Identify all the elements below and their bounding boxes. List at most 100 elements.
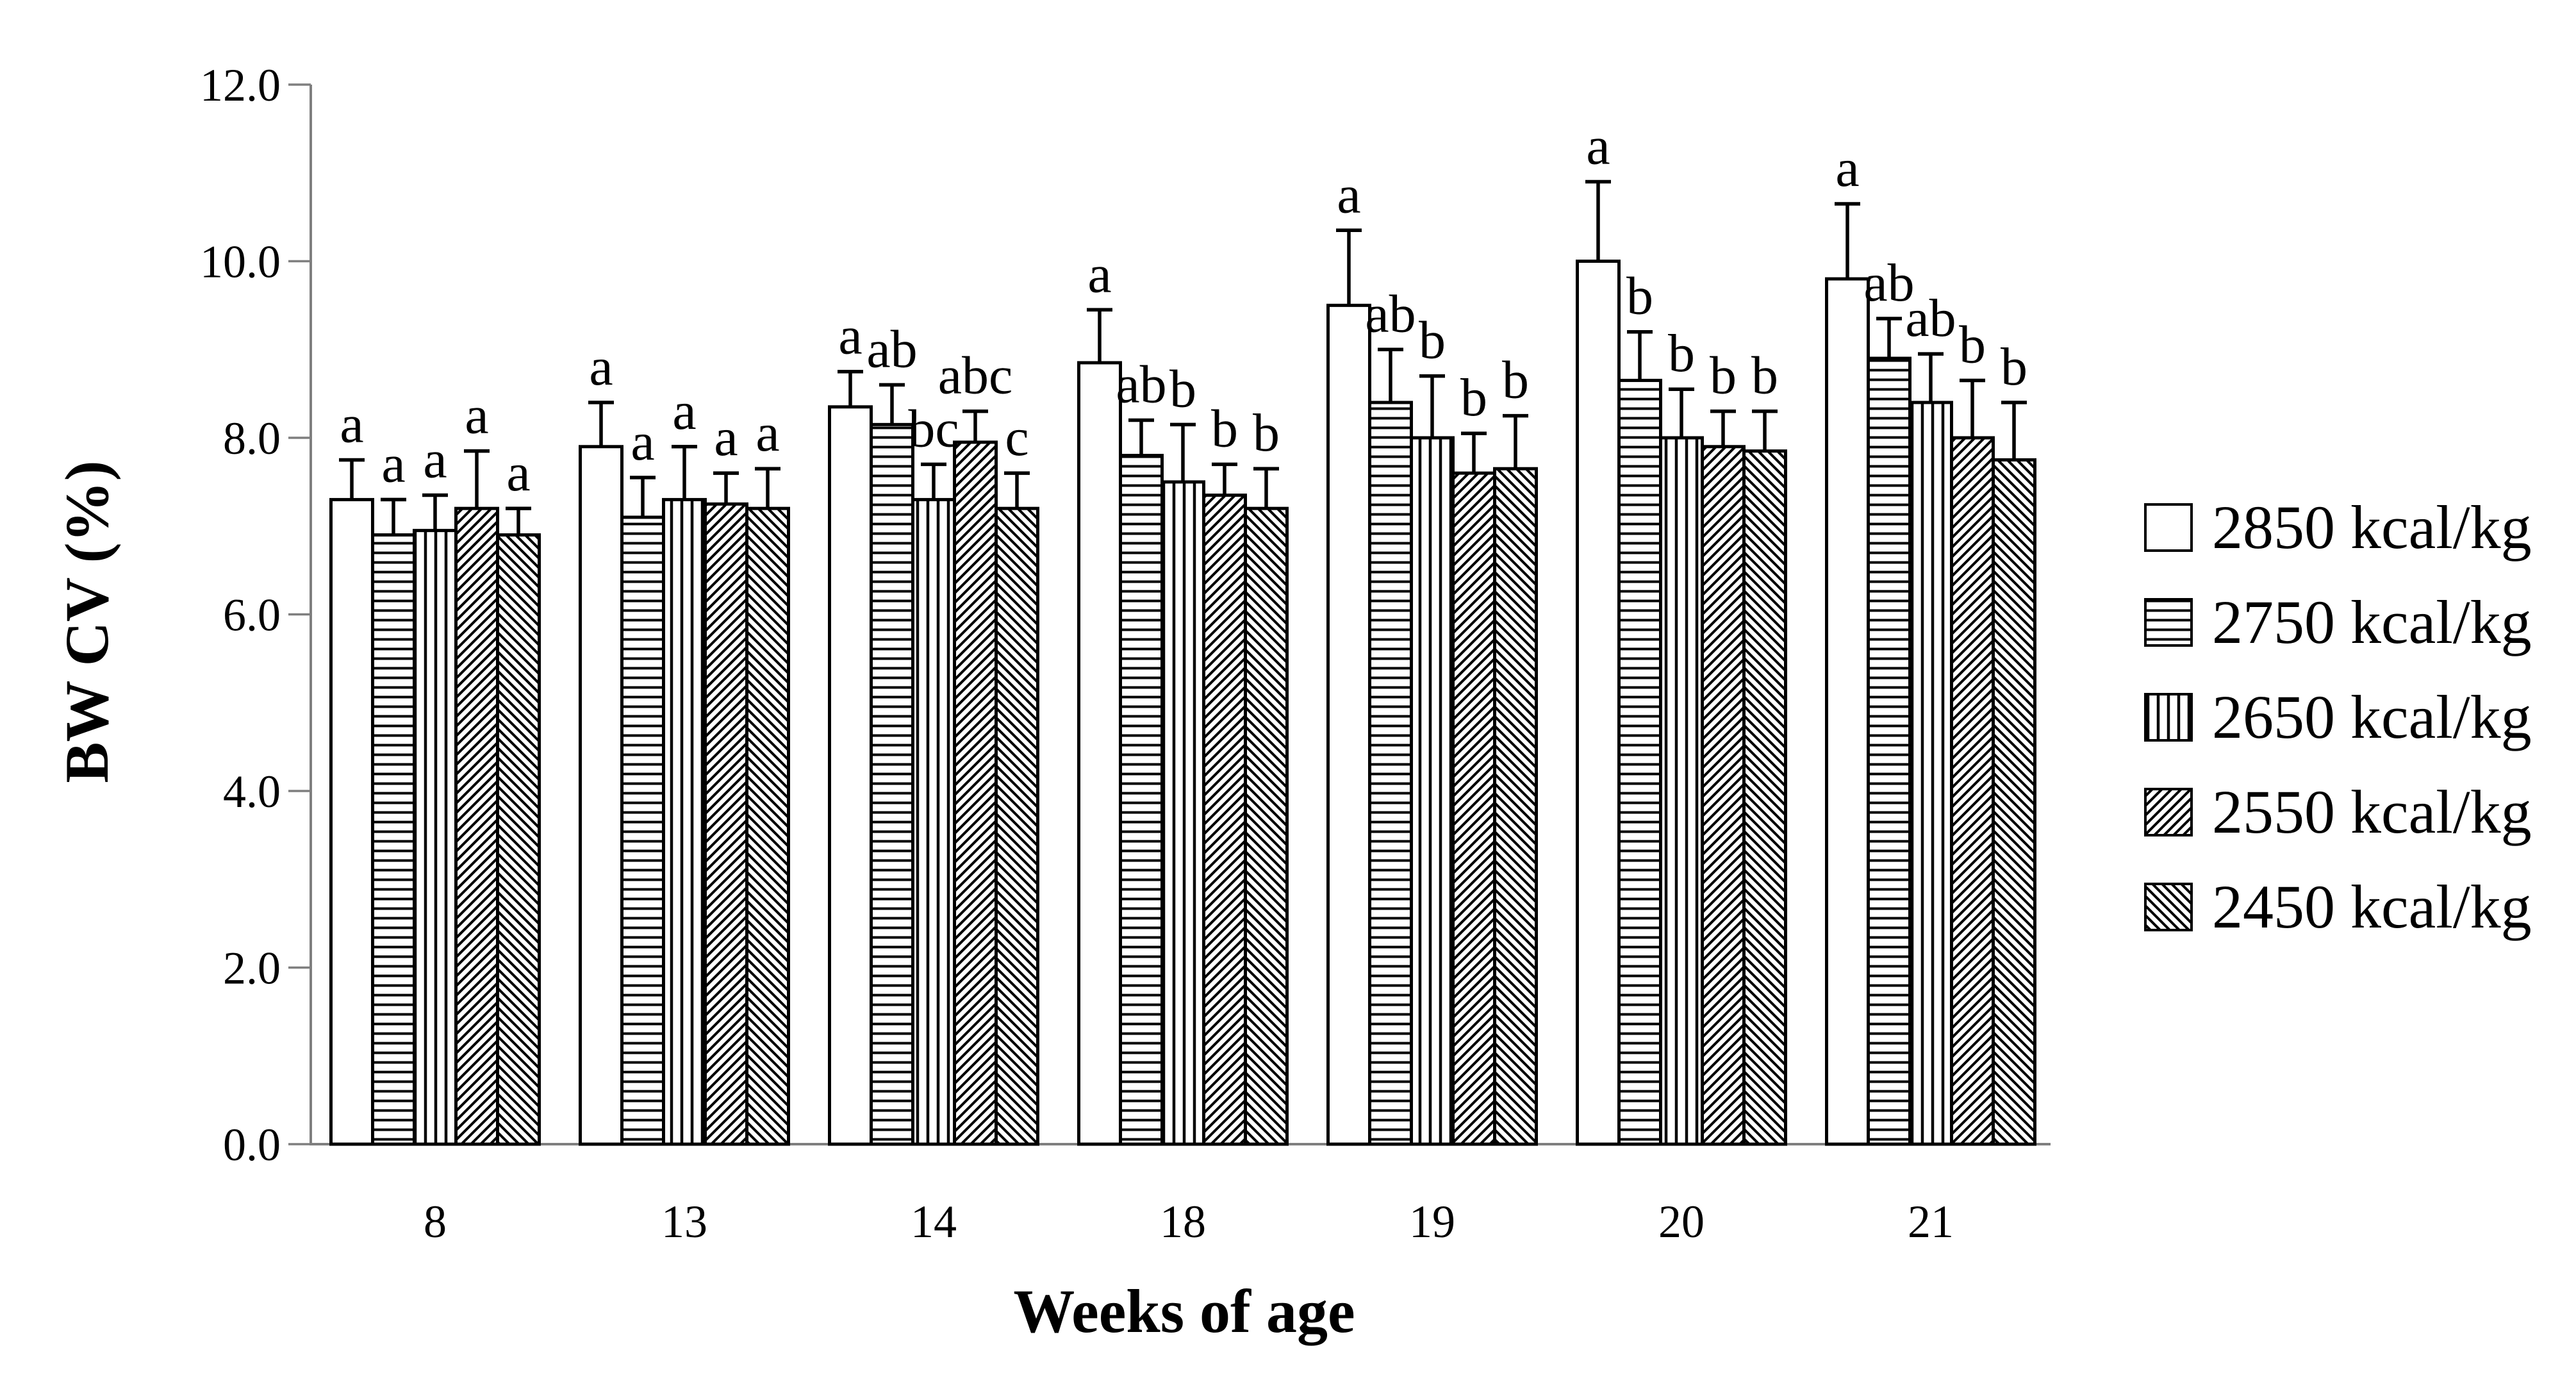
sig-letter-2850kcal-week13: a: [589, 337, 613, 397]
sig-letter-2650kcal-week19: b: [1419, 311, 1446, 370]
sig-letter-2650kcal-week21: ab: [1905, 288, 1956, 348]
bar-2450kcal-week19: [1493, 467, 1538, 1146]
sig-letter-2750kcal-week19: ab: [1365, 284, 1416, 344]
y-tick-label-10.0: 10.0: [200, 237, 281, 288]
sig-letter-2850kcal-week19: a: [1337, 165, 1360, 224]
bar-2550kcal-week8: [454, 506, 499, 1146]
bar-2450kcal-week20: [1742, 449, 1787, 1146]
bar-2850kcal-week19: [1326, 303, 1371, 1146]
sig-letter-2650kcal-week20: b: [1668, 324, 1695, 383]
legend-label-2650: 2650 kcal/kg: [2212, 683, 2532, 751]
y-tick-label-8.0: 8.0: [223, 413, 281, 464]
sig-letter-2550kcal-week18: b: [1211, 399, 1238, 458]
sig-letter-2750kcal-week18: ab: [1116, 354, 1166, 414]
sig-letter-2550kcal-week21: b: [1959, 315, 1986, 374]
sig-letter-2850kcal-week18: a: [1087, 244, 1111, 304]
legend-swatch-2550: [2144, 788, 2193, 836]
bar-2850kcal-week20: [1576, 260, 1621, 1146]
bar-2850kcal-week14: [828, 405, 873, 1146]
bar-2750kcal-week14: [870, 422, 914, 1146]
sig-letter-2550kcal-week20: b: [1710, 346, 1737, 406]
bar-2750kcal-week8: [371, 533, 416, 1146]
y-tick-label-0.0: 0.0: [223, 1119, 281, 1170]
sig-letter-2450kcal-week8: a: [506, 443, 530, 503]
sig-letter-2550kcal-week19: b: [1460, 368, 1487, 428]
sig-letter-2750kcal-week20: b: [1626, 267, 1653, 326]
x-axis-title: Weeks of age: [1013, 1277, 1355, 1345]
bar-2750kcal-week13: [620, 515, 665, 1146]
sig-letter-2850kcal-week20: a: [1586, 117, 1610, 176]
legend-swatch-2850: [2144, 503, 2193, 552]
sig-letter-2650kcal-week18: b: [1169, 359, 1196, 419]
legend-swatch-2650: [2144, 693, 2193, 742]
bar-2850kcal-week18: [1077, 361, 1122, 1146]
sig-letter-2450kcal-week19: b: [1502, 351, 1529, 410]
bar-2850kcal-week8: [329, 497, 374, 1146]
legend-swatch-2450: [2144, 883, 2193, 931]
sig-letter-2750kcal-week13: a: [631, 412, 654, 472]
sig-letter-2850kcal-week21: a: [1835, 138, 1859, 198]
bar-2650kcal-week8: [413, 529, 458, 1146]
bar-2550kcal-week13: [704, 502, 748, 1146]
sig-letter-2750kcal-week8: a: [381, 434, 405, 494]
axes-layer: 12.0 10.0 8.0 6.0 4.0 2.0 0.0: [200, 60, 2051, 1170]
bar-2750kcal-week19: [1368, 401, 1413, 1146]
y-axis-title: BW CV (%): [53, 460, 121, 783]
bar-2850kcal-week13: [579, 445, 623, 1146]
legend-label-2850: 2850 kcal/kg: [2212, 493, 2532, 562]
y-tick-label-6.0: 6.0: [223, 590, 281, 641]
sig-letter-2750kcal-week14: ab: [866, 319, 917, 379]
bar-2450kcal-week18: [1244, 506, 1289, 1146]
bar-2650kcal-week18: [1160, 480, 1205, 1146]
y-tick-label-2.0: 2.0: [223, 943, 281, 994]
x-tick-label-20: 20: [1658, 1196, 1705, 1247]
bar-2750kcal-week21: [1867, 356, 1911, 1146]
bar-2650kcal-week13: [662, 497, 707, 1146]
sig-letter-2450kcal-week14: c: [1005, 408, 1028, 467]
bar-2650kcal-week20: [1659, 436, 1704, 1146]
bars-layer: [329, 179, 2036, 1146]
bar-2450kcal-week14: [995, 506, 1039, 1146]
bar-2650kcal-week21: [1908, 401, 1953, 1146]
bar-2750kcal-week18: [1119, 454, 1164, 1146]
legend-label-2550: 2550 kcal/kg: [2212, 778, 2532, 846]
bar-2450kcal-week21: [1992, 458, 2036, 1146]
bar-2450kcal-week8: [496, 533, 541, 1146]
bar-2550kcal-week18: [1202, 494, 1247, 1146]
sig-letter-2450kcal-week13: a: [755, 403, 779, 463]
bar-2550kcal-week21: [1950, 436, 1995, 1146]
legend-label-2750: 2750 kcal/kg: [2212, 588, 2532, 656]
bar-2450kcal-week13: [745, 506, 790, 1146]
x-tick-label-18: 18: [1160, 1196, 1206, 1247]
sig-letter-2450kcal-week20: b: [1751, 346, 1778, 406]
x-tick-label-13: 13: [661, 1196, 707, 1247]
sig-letter-2850kcal-week8: a: [340, 394, 363, 454]
legend-swatch-2750: [2144, 598, 2193, 647]
sig-letter-2650kcal-week8: a: [423, 430, 447, 490]
y-tick-label-12.0: 12.0: [200, 60, 281, 111]
legend-layer: 2850 kcal/kg 2750 kcal/kg 2650 kcal/kg 2550…: [2144, 493, 2532, 941]
y-tick-label-4.0: 4.0: [223, 766, 281, 817]
sig-letter-2850kcal-week14: a: [838, 306, 862, 366]
x-tick-label-8: 8: [424, 1196, 447, 1247]
sig-letter-2450kcal-week18: b: [1253, 403, 1280, 463]
bar-2550kcal-week19: [1451, 471, 1496, 1146]
bar-2650kcal-week14: [911, 497, 956, 1146]
bar-2550kcal-week20: [1701, 445, 1746, 1146]
sig-letter-2550kcal-week14: abc: [938, 346, 1013, 406]
sig-letter-2650kcal-week14: bc: [908, 399, 959, 458]
x-tick-label-21: 21: [1908, 1196, 1954, 1247]
sig-letter-2650kcal-week13: a: [672, 381, 696, 441]
bar-2550kcal-week14: [953, 440, 998, 1146]
sig-letter-2550kcal-week13: a: [714, 408, 738, 467]
bar-2850kcal-week21: [1825, 277, 1870, 1146]
sig-letter-2550kcal-week8: a: [465, 386, 488, 445]
legend-label-2450: 2450 kcal/kg: [2212, 872, 2532, 941]
sig-letter-2750kcal-week21: ab: [1863, 253, 1914, 313]
x-tick-label-14: 14: [911, 1196, 957, 1247]
bar-2750kcal-week20: [1617, 378, 1662, 1146]
x-tick-label-19: 19: [1409, 1196, 1455, 1247]
